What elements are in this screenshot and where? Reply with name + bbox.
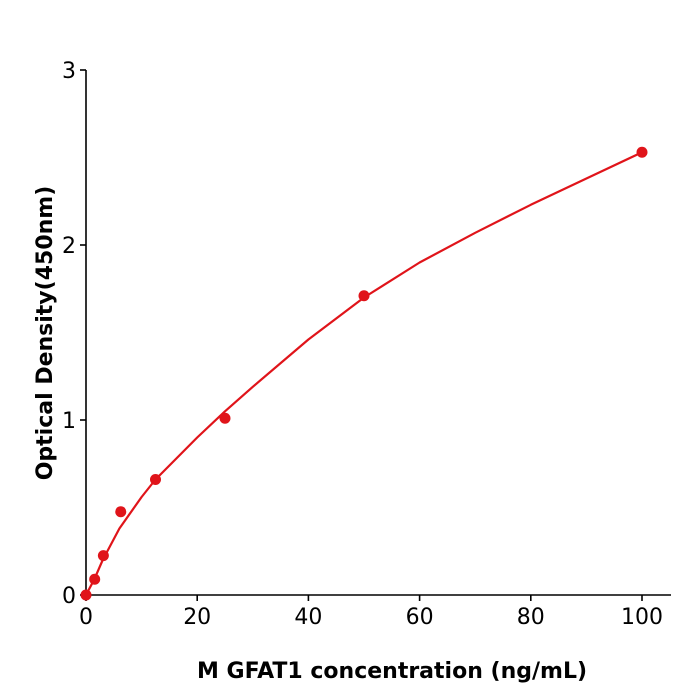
points-group [80, 146, 648, 601]
data-point [97, 550, 109, 562]
x-tick-label: 0 [79, 605, 93, 630]
x-tick-label: 80 [517, 605, 545, 630]
data-point [80, 589, 92, 601]
y-axis-label: Optical Density(450nm) [33, 186, 58, 481]
data-point [219, 412, 231, 424]
x-tick-label: 20 [183, 605, 211, 630]
y-tick-label: 2 [62, 234, 76, 259]
axes: 0 20 40 60 80 100 0 1 2 3 [62, 59, 671, 630]
x-tick-label: 100 [621, 605, 663, 630]
y-tick-label: 0 [62, 584, 76, 609]
y-tick-label: 1 [62, 409, 76, 434]
y-tick-label: 3 [62, 59, 76, 84]
fit-curve [85, 151, 643, 596]
data-point [115, 506, 127, 518]
x-tick-label: 60 [406, 605, 434, 630]
data-point [150, 474, 161, 485]
x-tick-label: 40 [294, 605, 322, 630]
fit-curve-group [85, 151, 643, 596]
x-axis-label: M GFAT1 concentration (ng/mL) [197, 659, 587, 684]
data-point [89, 573, 101, 585]
data-point [636, 146, 648, 158]
data-point [358, 290, 370, 302]
